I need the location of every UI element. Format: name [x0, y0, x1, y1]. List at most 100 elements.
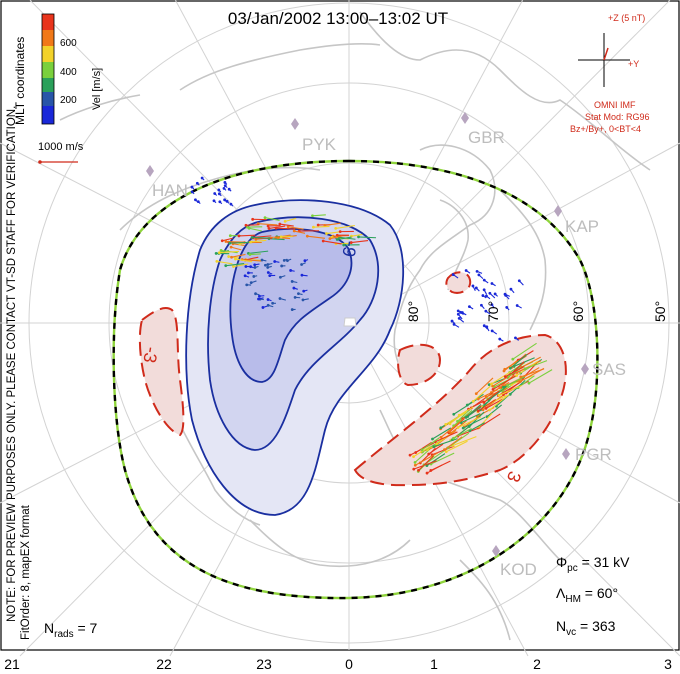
station-marker-pgr [562, 448, 570, 460]
dusk-inner-vector-origin [303, 259, 307, 263]
dawn-vector-origin [452, 436, 455, 440]
dusk-vector [288, 226, 304, 230]
dusk-vector-origin [335, 233, 339, 237]
dusk-edge-vector-origin [227, 187, 231, 191]
dawn-vector [457, 416, 481, 429]
dawn-vector [519, 367, 545, 383]
dawn-vector-origin [444, 422, 448, 426]
dusk-edge-vector-origin [200, 176, 204, 180]
dusk-vector-origin [321, 239, 325, 243]
dawn-vector [472, 385, 491, 402]
dawn-vector-origin [511, 357, 515, 361]
dawn-vector-origin [484, 395, 488, 399]
dawn-vector-origin [412, 467, 416, 471]
station-marker-han [146, 165, 154, 177]
dusk-inner-vector-origin [300, 273, 304, 277]
dusk-edge-vector-origin [223, 181, 227, 184]
dusk-vector [264, 217, 280, 221]
noon-vector-origin [488, 291, 492, 295]
dusk-inner-vector-origin [271, 301, 275, 305]
dusk-vector [238, 234, 256, 237]
dawn-vector [428, 443, 444, 455]
noon-vector-origin [475, 269, 479, 273]
noon-vector-origin [471, 284, 475, 288]
dusk-vector [250, 239, 267, 243]
vector-scale-label: 1000 m/s [38, 141, 84, 153]
dusk-inner-vector-origin [249, 281, 253, 285]
dusk-vector [323, 240, 342, 245]
colorbar-label: Vel [m/s] [91, 68, 103, 110]
dusk-edge-vector-origin [190, 185, 194, 189]
dusk-vector-origin [325, 232, 328, 235]
dusk-inner-vector-origin [286, 259, 289, 263]
colorbar-tick-400: 400 [60, 67, 77, 78]
dusk-inner-vector-origin [258, 294, 261, 298]
latitude-label-50: 50° [652, 301, 668, 322]
dusk-inner-vector-origin [279, 275, 282, 279]
dawn-vector [432, 427, 452, 440]
dusk-vector [249, 253, 261, 256]
dawn-vector-origin [519, 375, 523, 379]
dusk-vector [242, 258, 262, 262]
dawn-vector [491, 371, 512, 385]
dusk-inner-vector-origin [266, 266, 270, 269]
dawn-vector [431, 445, 455, 456]
dawn-vector-origin [448, 429, 451, 433]
dawn-vector-origin [425, 471, 429, 475]
dusk-vector [233, 263, 248, 268]
dusk-inner-vector-origin [266, 298, 270, 301]
dusk-vector [219, 250, 240, 254]
dusk-edge-vector-origin [218, 200, 222, 204]
dusk-inner-vector-origin [252, 275, 256, 278]
station-marker-kap [554, 205, 562, 217]
dawn-vector-origin [503, 375, 507, 379]
dusk-vector [229, 241, 250, 244]
station-label-kod: KOD [500, 560, 537, 579]
stat-lambda-hm: ΛHM = 60° [556, 585, 618, 605]
coordinate-label: MLT coordinates [13, 37, 27, 125]
dawn-vector-origin [448, 422, 452, 426]
dawn-vector-origin [515, 374, 518, 377]
dawn-vector [467, 400, 490, 417]
dusk-vector [313, 225, 330, 228]
dusk-vector [351, 233, 363, 237]
noon-vector-origin [450, 319, 454, 323]
dusk-vector-origin [267, 227, 271, 230]
noon-vector-origin [490, 303, 494, 307]
dusk-inner-vector-origin [273, 260, 277, 263]
noon-vector-origin [464, 269, 468, 272]
dawn-vector-origin [444, 450, 448, 454]
noon-vector-origin [514, 336, 517, 340]
dusk-vector [278, 237, 291, 240]
dusk-inner-vector-origin [301, 298, 305, 302]
dawn-vector [486, 404, 503, 418]
mlt-tick-1: 1 [430, 656, 438, 672]
dusk-vector-origin [328, 237, 332, 241]
dawn-vector-origin [497, 393, 501, 397]
dusk-vector [326, 231, 340, 235]
dusk-vector [249, 227, 262, 232]
dusk-vector [279, 223, 294, 227]
noon-vector-origin [481, 294, 485, 297]
imf-y-label: +Y [628, 59, 639, 69]
dusk-edge-vector-origin [223, 184, 227, 187]
dusk-inner-vector-origin [249, 265, 253, 269]
dawn-vector-origin [427, 452, 431, 456]
dusk-vector [252, 236, 271, 239]
dusk-inner-vector-origin [253, 266, 257, 269]
dusk-edge-vector-origin [213, 192, 217, 195]
dawn-vector-origin [508, 366, 512, 370]
dawn-vector [512, 342, 537, 360]
dawn-vector [447, 432, 470, 449]
imf-dial: +Z (5 nT) +Y OMNI IMF Stat Mod: RG96 Bz+… [570, 13, 650, 134]
station-markers [146, 112, 589, 557]
dawn-vector-origin [491, 388, 495, 391]
dawn-vector [445, 411, 467, 425]
dawn-vector [435, 431, 458, 443]
dusk-edge-vector-origin [217, 188, 221, 192]
dusk-vector-origin [224, 264, 228, 268]
dawn-vector [485, 398, 504, 409]
dawn-vector [509, 353, 528, 369]
dusk-inner-vector-origin [278, 297, 282, 300]
dusk-vector-origin [279, 235, 283, 239]
